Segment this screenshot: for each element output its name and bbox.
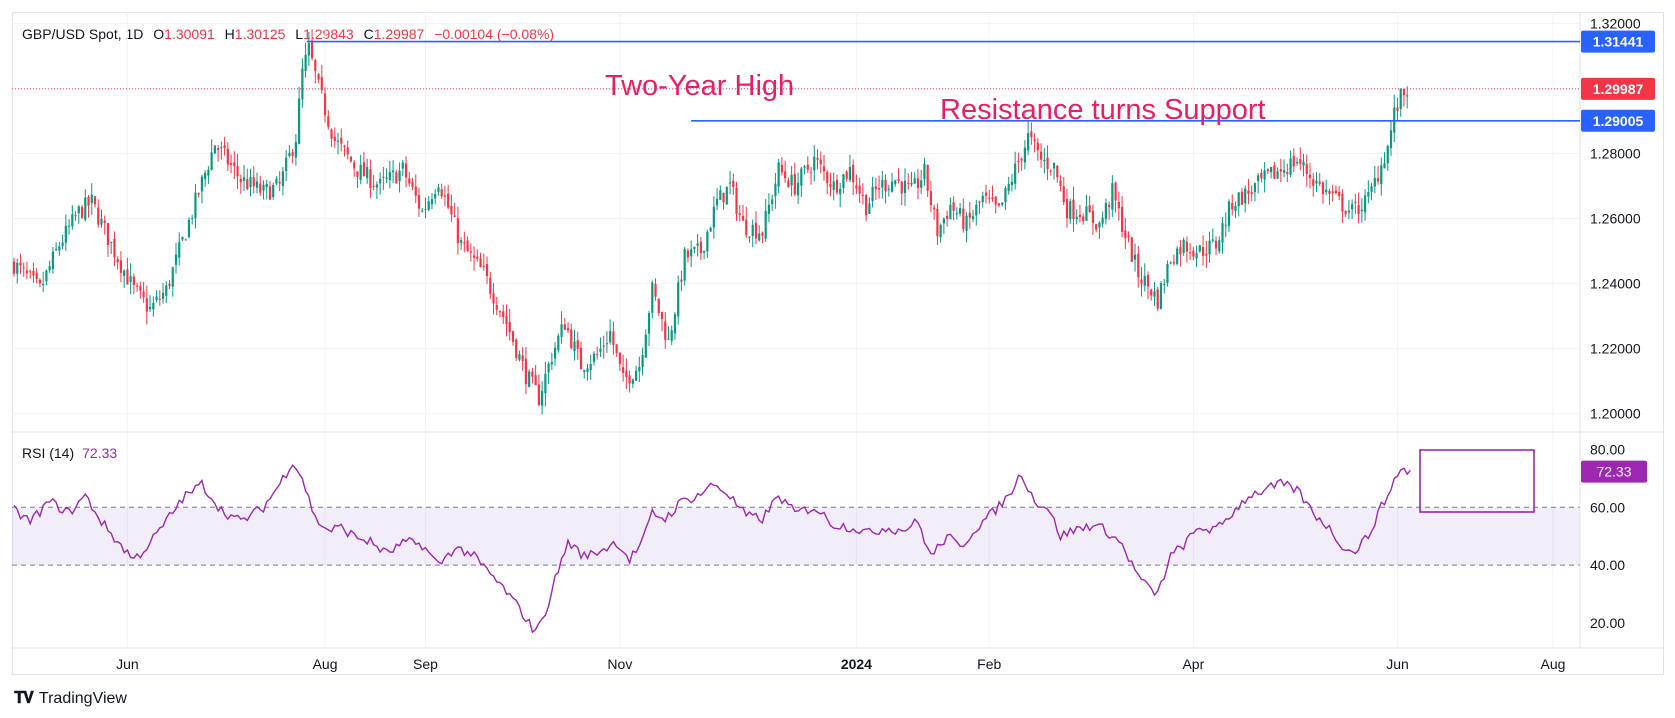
tradingview-logo-icon: 𝐓𝐕 bbox=[14, 690, 34, 707]
brand-label: TradingView bbox=[38, 690, 127, 707]
symbol-legend: GBP/USD Spot, 1D O1.30091 H1.30125 L1.29… bbox=[22, 26, 554, 42]
change-value: −0.00104 (−0.08%) bbox=[434, 26, 555, 42]
open-label: O bbox=[153, 26, 165, 42]
symbol-label: GBP/USD Spot, 1D bbox=[22, 26, 144, 42]
high-value: 1.30125 bbox=[234, 26, 286, 42]
low-value: 1.29843 bbox=[303, 26, 354, 42]
open-value: 1.30091 bbox=[164, 26, 215, 42]
low-label: L bbox=[295, 26, 304, 42]
close-label: C bbox=[363, 26, 374, 42]
chart-frame bbox=[12, 12, 1664, 675]
close-value: 1.29987 bbox=[373, 26, 425, 42]
footer-brand[interactable]: 𝐓𝐕 TradingView bbox=[14, 690, 127, 708]
rsi-label: RSI (14) bbox=[22, 445, 75, 461]
rsi-legend-value: 72.33 bbox=[82, 445, 118, 461]
rsi-legend: RSI (14) 72.33 bbox=[22, 445, 117, 461]
high-label: H bbox=[224, 26, 235, 42]
